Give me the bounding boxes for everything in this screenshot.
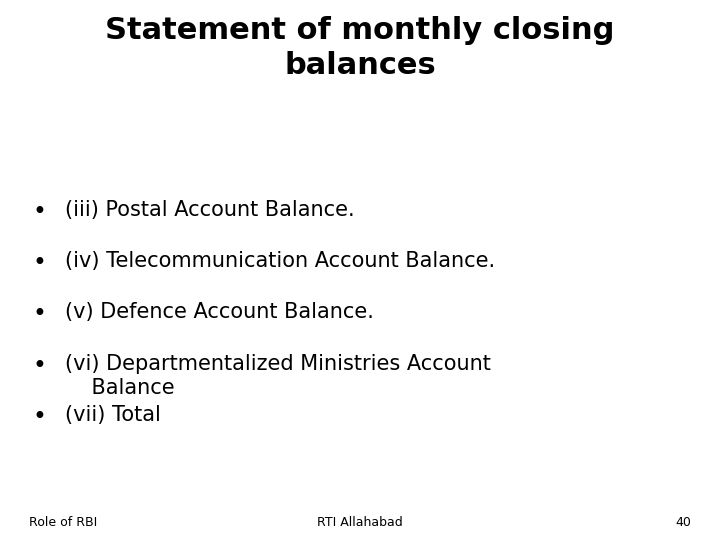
Text: (vi) Departmentalized Ministries Account
    Balance: (vi) Departmentalized Ministries Account… — [65, 354, 490, 397]
Text: Role of RBI: Role of RBI — [29, 516, 97, 529]
Text: •: • — [32, 405, 47, 429]
Text: •: • — [32, 302, 47, 326]
Text: RTI Allahabad: RTI Allahabad — [317, 516, 403, 529]
Text: •: • — [32, 354, 47, 377]
Text: •: • — [32, 251, 47, 275]
Text: (v) Defence Account Balance.: (v) Defence Account Balance. — [65, 302, 374, 322]
Text: (vii) Total: (vii) Total — [65, 405, 161, 425]
Text: Statement of monthly closing
balances: Statement of monthly closing balances — [105, 16, 615, 80]
Text: (iii) Postal Account Balance.: (iii) Postal Account Balance. — [65, 200, 354, 220]
Text: (iv) Telecommunication Account Balance.: (iv) Telecommunication Account Balance. — [65, 251, 495, 271]
Text: 40: 40 — [675, 516, 691, 529]
Text: •: • — [32, 200, 47, 224]
